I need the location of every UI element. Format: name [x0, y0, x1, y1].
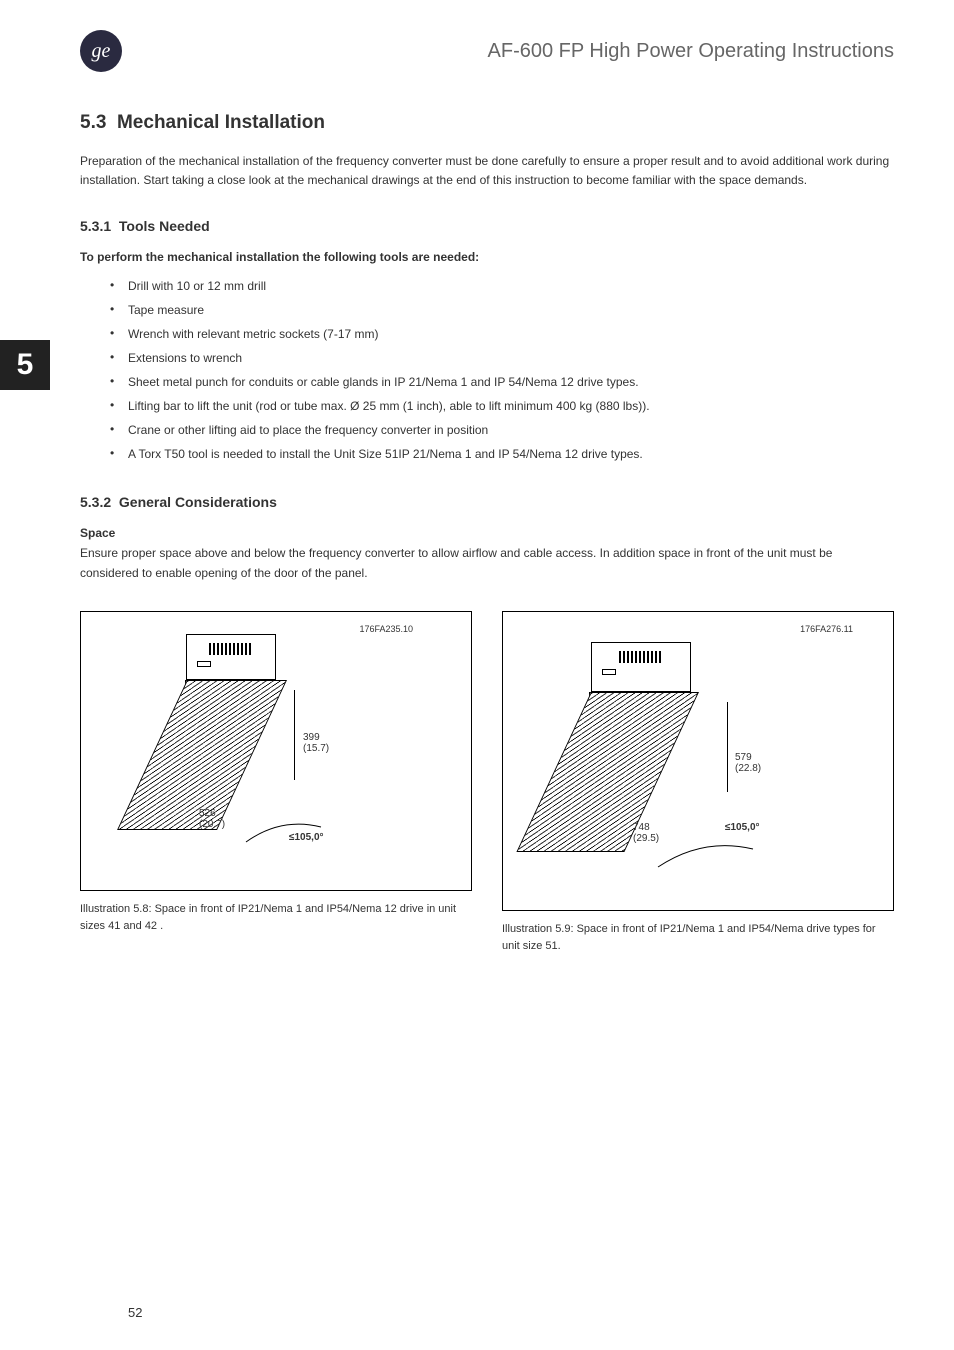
- dim-line: [294, 690, 295, 780]
- figure-caption: Illustration 5.8: Space in front of IP21…: [80, 901, 472, 936]
- angle-label: ≤105,0°: [725, 822, 760, 833]
- list-item: Lifting bar to lift the unit (rod or tub…: [110, 394, 894, 418]
- figure-row: 176FA235.10 399 (15.7) 526 (20.7) ≤105,0…: [80, 611, 894, 956]
- space-paragraph: Ensure proper space above and below the …: [80, 544, 894, 582]
- section-heading: 5.3 Mechanical Installation: [80, 112, 894, 134]
- subsection-general-heading: 5.3.2 General Considerations: [80, 494, 894, 510]
- figure-left-column: 176FA235.10 399 (15.7) 526 (20.7) ≤105,0…: [80, 611, 472, 956]
- figure-right: 176FA276.11 579 (22.8) 748 (29.5) ≤105,0…: [502, 611, 894, 911]
- arc-icon: [653, 837, 763, 877]
- space-heading: Space: [80, 526, 894, 540]
- ge-logo: ge: [80, 30, 122, 72]
- section-title: Mechanical Installation: [117, 112, 325, 133]
- subsection-title: General Considerations: [119, 494, 277, 510]
- measurement: 526 (20.7): [199, 808, 225, 830]
- subsection-number: 5.3.1: [80, 218, 111, 234]
- figure-left: 176FA235.10 399 (15.7) 526 (20.7) ≤105,0…: [80, 611, 472, 891]
- dim-line: [727, 702, 728, 792]
- document-title: AF-600 FP High Power Operating Instructi…: [488, 40, 894, 63]
- subsection-title: Tools Needed: [119, 218, 210, 234]
- figure-ref: 176FA235.10: [359, 624, 413, 634]
- list-item: Tape measure: [110, 298, 894, 322]
- arc-icon: [241, 812, 331, 852]
- figure-ref: 176FA276.11: [800, 624, 853, 634]
- door-swing: [516, 692, 699, 852]
- measurement: 399 (15.7): [303, 732, 329, 754]
- list-item: Sheet metal punch for conduits or cable …: [110, 370, 894, 394]
- figure-caption: Illustration 5.9: Space in front of IP21…: [502, 921, 894, 956]
- list-item: A Torx T50 tool is needed to install the…: [110, 442, 894, 466]
- list-item: Wrench with relevant metric sockets (7-1…: [110, 322, 894, 346]
- list-item: Extensions to wrench: [110, 346, 894, 370]
- tools-intro: To perform the mechanical installation t…: [80, 250, 894, 264]
- page-header: ge AF-600 FP High Power Operating Instru…: [80, 30, 894, 72]
- section-number: 5.3: [80, 112, 106, 133]
- list-item: Drill with 10 or 12 mm drill: [110, 274, 894, 298]
- measurement: 579 (22.8): [735, 752, 761, 774]
- page-number: 52: [128, 1305, 142, 1320]
- list-item: Crane or other lifting aid to place the …: [110, 418, 894, 442]
- subsection-tools-heading: 5.3.1 Tools Needed: [80, 218, 894, 234]
- subsection-number: 5.3.2: [80, 494, 111, 510]
- section-intro: Preparation of the mechanical installati…: [80, 152, 894, 190]
- drive-door-icon: [591, 642, 691, 692]
- figure-right-column: 176FA276.11 579 (22.8) 748 (29.5) ≤105,0…: [502, 611, 894, 956]
- tools-list: Drill with 10 or 12 mm drill Tape measur…: [80, 274, 894, 466]
- drive-door-icon: [186, 634, 276, 680]
- chapter-tab: 5: [0, 340, 50, 390]
